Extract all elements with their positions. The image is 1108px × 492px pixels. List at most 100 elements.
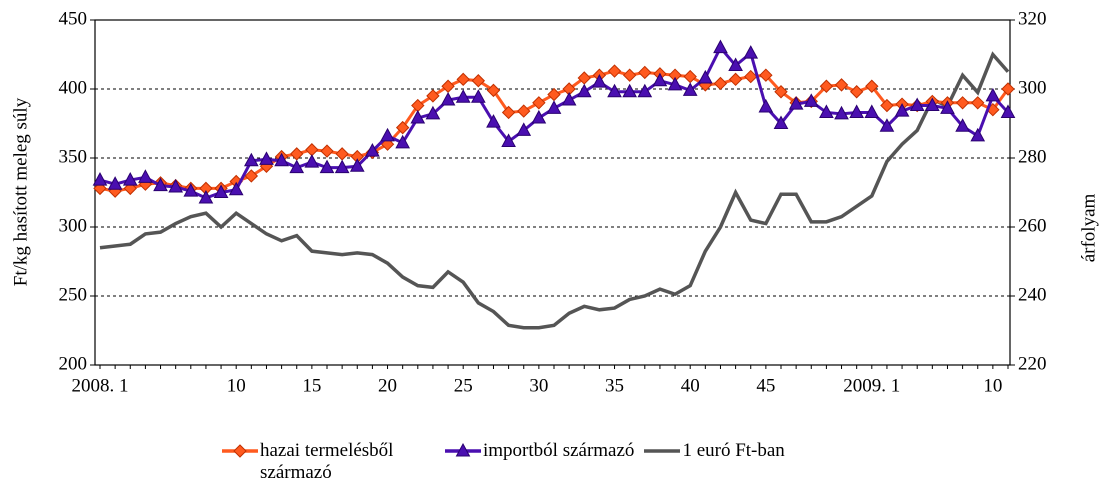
point — [774, 85, 788, 99]
legend-label: 1 euró Ft-ban — [682, 440, 785, 461]
legend-item: importból származó — [443, 440, 634, 484]
point — [501, 133, 516, 147]
legend-swatch — [445, 442, 481, 457]
legend-item: hazai termelésből származó — [220, 440, 435, 484]
point — [456, 72, 470, 87]
point — [743, 45, 759, 59]
legend-swatch — [222, 444, 258, 458]
point — [233, 444, 247, 458]
y2-tick-label: 240 — [1018, 284, 1047, 305]
point — [395, 134, 411, 149]
point — [532, 96, 546, 110]
point — [319, 159, 335, 174]
point — [470, 89, 486, 103]
point — [183, 183, 199, 197]
x-tick-label: 25 — [454, 375, 473, 396]
point — [243, 152, 259, 167]
point — [697, 69, 713, 84]
point — [728, 57, 743, 72]
point — [1000, 104, 1016, 118]
point — [728, 72, 743, 87]
point — [637, 83, 653, 98]
y-tick-label: 250 — [59, 284, 88, 305]
point — [320, 144, 334, 158]
point — [410, 109, 426, 124]
point — [894, 103, 910, 117]
legend-label: hazai termelésből származó — [260, 440, 394, 483]
point — [517, 104, 531, 118]
point — [471, 74, 486, 88]
point — [622, 83, 638, 98]
point — [682, 82, 698, 96]
point — [547, 87, 561, 102]
point — [971, 96, 985, 110]
point — [819, 79, 834, 93]
y-tick-label: 350 — [59, 146, 88, 167]
point — [1001, 82, 1015, 96]
y2-tick-label: 220 — [1018, 353, 1047, 374]
point — [773, 115, 789, 129]
x-tick-label: 2009. 1 — [843, 375, 900, 396]
point — [592, 74, 607, 88]
point — [713, 39, 728, 54]
point — [880, 98, 894, 113]
y2-tick-label: 260 — [1018, 215, 1047, 236]
point — [425, 105, 441, 120]
point — [138, 169, 153, 183]
point — [758, 98, 774, 113]
point — [864, 104, 880, 118]
chart: Ft/kg hasított meleg súly árfolyam 200 25… — [10, 8, 1099, 396]
point — [909, 97, 925, 112]
point — [501, 105, 516, 120]
point — [455, 89, 471, 103]
point — [607, 83, 622, 98]
point — [985, 87, 1001, 102]
point — [274, 152, 289, 167]
x-tick-label: 30 — [529, 375, 548, 396]
point — [395, 120, 410, 135]
point — [455, 442, 471, 457]
x-tick-label: 2008. 1 — [72, 375, 129, 396]
point — [440, 91, 456, 106]
point — [153, 177, 168, 192]
point — [380, 127, 395, 142]
legend-item: 1 euró Ft-ban — [642, 440, 785, 484]
point — [304, 154, 320, 168]
point — [426, 89, 440, 103]
point — [683, 69, 697, 84]
x-tick-label: 40 — [681, 375, 700, 396]
point — [289, 159, 305, 174]
point — [849, 104, 865, 118]
point — [879, 118, 895, 132]
point — [365, 143, 380, 157]
point — [834, 78, 849, 92]
point — [213, 184, 229, 198]
point — [228, 181, 244, 196]
plot-frame — [94, 19, 1011, 366]
point — [168, 178, 184, 193]
point — [759, 68, 773, 82]
point — [849, 85, 864, 99]
point — [546, 100, 562, 114]
point — [244, 169, 259, 183]
x-tick-label: 10 — [983, 375, 1002, 396]
point — [865, 79, 879, 93]
point — [713, 76, 728, 91]
point — [198, 189, 214, 204]
x-tick-label: 45 — [756, 375, 775, 396]
y2-axis-label: árfolyam — [1078, 193, 1099, 262]
point — [834, 105, 849, 120]
x-tick-label: 15 — [302, 375, 321, 396]
point — [486, 114, 501, 128]
y-tick-label: 200 — [59, 353, 88, 374]
point — [622, 68, 637, 82]
point — [122, 172, 138, 186]
point — [576, 83, 592, 98]
y-tick-label: 300 — [59, 215, 88, 236]
point — [349, 158, 365, 172]
point — [652, 72, 668, 87]
x-tick-label: 20 — [378, 375, 397, 396]
point — [667, 76, 683, 91]
series-line — [99, 51, 1010, 330]
point — [788, 96, 804, 110]
